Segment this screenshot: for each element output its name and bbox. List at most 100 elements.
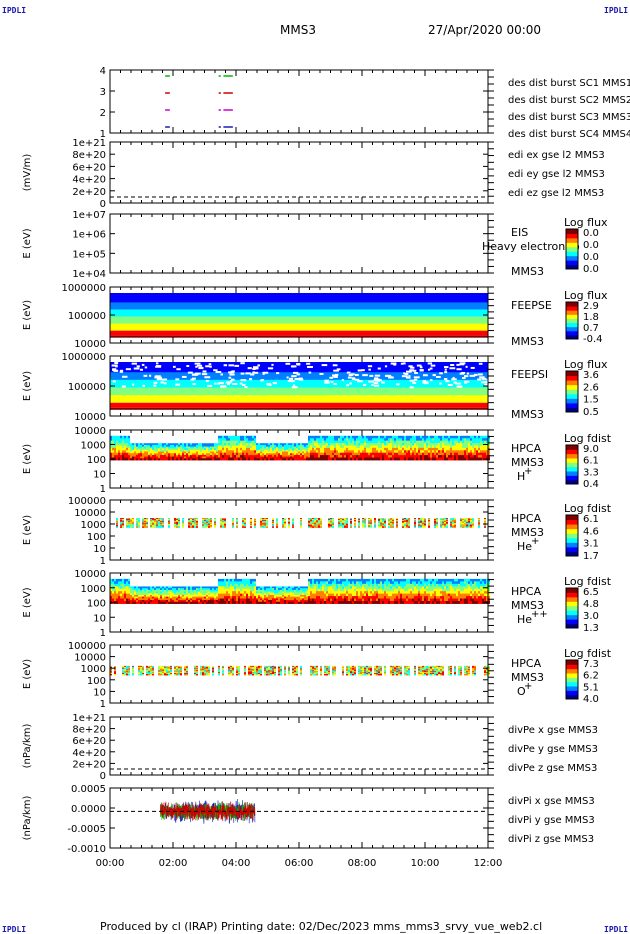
cell — [128, 583, 130, 587]
cell — [412, 583, 414, 587]
cell — [164, 596, 166, 599]
cell — [308, 598, 310, 602]
cell — [340, 519, 342, 522]
cell — [306, 594, 308, 598]
cell — [374, 598, 376, 602]
cell — [452, 518, 454, 521]
cell — [384, 598, 386, 602]
cell — [414, 524, 416, 526]
cell — [354, 522, 356, 525]
cell — [140, 600, 142, 603]
cell — [232, 447, 234, 451]
cell — [298, 593, 300, 596]
cell — [362, 586, 364, 590]
cell — [362, 583, 364, 587]
cell — [414, 586, 416, 590]
cell — [402, 524, 404, 526]
cell — [236, 524, 238, 526]
cell — [176, 446, 178, 449]
cell — [364, 525, 366, 527]
cell — [412, 438, 414, 442]
cell — [128, 450, 130, 454]
cell — [136, 524, 138, 526]
cell — [120, 598, 122, 602]
cell — [264, 598, 266, 601]
cell — [236, 593, 238, 597]
cell — [268, 586, 270, 589]
cell — [320, 526, 322, 528]
speckle — [267, 367, 274, 370]
cell — [394, 588, 396, 592]
cell — [298, 458, 300, 461]
cell — [338, 591, 340, 595]
cell — [126, 600, 128, 604]
cell — [474, 455, 476, 459]
cell — [428, 520, 430, 523]
cell — [192, 518, 194, 521]
cell — [178, 525, 180, 527]
cell — [308, 524, 310, 526]
cell — [112, 455, 114, 459]
cell — [344, 596, 346, 600]
cell — [420, 581, 422, 585]
cell — [308, 581, 310, 585]
cell — [296, 593, 298, 596]
cell — [134, 586, 136, 589]
cell — [228, 438, 230, 442]
cell — [114, 591, 116, 595]
cell — [338, 578, 340, 582]
cell — [156, 518, 158, 520]
cell — [436, 435, 438, 439]
speckle — [443, 378, 448, 381]
cell — [228, 447, 230, 451]
cell — [128, 521, 130, 524]
cell — [466, 455, 468, 459]
cell — [362, 524, 364, 526]
cell — [302, 453, 304, 456]
cell — [262, 454, 264, 458]
cell — [136, 589, 138, 593]
cell — [138, 593, 140, 596]
cell — [410, 457, 412, 461]
cell — [282, 526, 284, 528]
cell — [200, 586, 202, 589]
cell — [312, 593, 314, 597]
cell — [382, 438, 384, 442]
cell — [138, 524, 140, 526]
cell — [216, 593, 218, 596]
cell — [372, 591, 374, 595]
cell — [420, 596, 422, 600]
speckle — [208, 363, 212, 366]
cell — [400, 596, 402, 600]
cell — [430, 452, 432, 456]
cell — [192, 520, 194, 523]
cell — [186, 589, 188, 593]
speckle — [430, 364, 436, 367]
cell — [282, 525, 284, 527]
cell — [206, 523, 208, 526]
cell — [154, 593, 156, 596]
cell — [384, 578, 386, 582]
cell — [354, 447, 356, 451]
cell — [364, 526, 366, 528]
cell — [226, 440, 228, 444]
speckle — [254, 371, 259, 374]
cell — [188, 596, 190, 599]
cell — [236, 581, 238, 585]
cell — [328, 450, 330, 454]
cell — [172, 596, 174, 599]
cell — [134, 451, 136, 454]
cell — [330, 455, 332, 459]
cell — [460, 520, 462, 523]
cell — [380, 455, 382, 459]
cell — [294, 589, 296, 593]
cell — [186, 454, 188, 458]
cell — [418, 452, 420, 456]
cell — [394, 596, 396, 600]
cell — [134, 588, 136, 591]
cell — [376, 438, 378, 442]
cell — [384, 583, 386, 587]
cell — [190, 448, 192, 451]
cell — [480, 445, 482, 449]
cell — [420, 455, 422, 459]
